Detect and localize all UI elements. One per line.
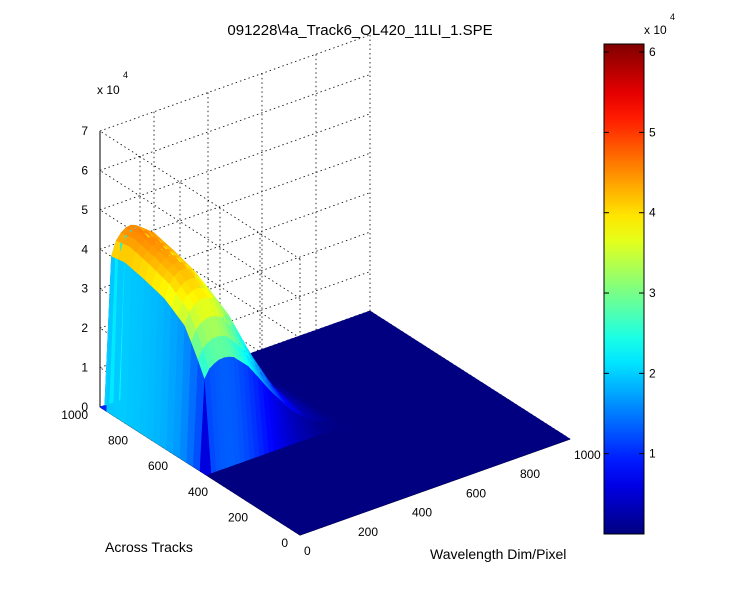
colorbar-exponent: x 10 4 <box>644 12 675 37</box>
surface-mesh <box>99 224 571 536</box>
chart-title: 091228\4a_Track6_OL420_11LI_1.SPE <box>227 22 492 39</box>
colorbar-tick-label: 4 <box>649 206 656 220</box>
z-exponent: x 10 4 <box>97 70 128 97</box>
y-tick-label: 0 <box>281 536 288 550</box>
z-tick-label: 5 <box>81 203 88 217</box>
colorbar-tick-label: 2 <box>649 366 656 380</box>
x-tick-label: 1000 <box>574 448 601 462</box>
y-tick-label: 400 <box>188 485 208 499</box>
x-tick-label: 400 <box>412 506 432 520</box>
z-tick-label: 0 <box>81 400 88 414</box>
colorbar-tick-label: 5 <box>649 125 656 139</box>
z-tick-label: 1 <box>81 361 88 375</box>
grid-line <box>99 152 371 250</box>
grid-line <box>99 74 371 171</box>
colorbar-exponent-power: 4 <box>670 12 675 22</box>
colorbar-tick-label: 6 <box>649 45 656 59</box>
y-axis-label: Across Tracks <box>105 539 193 555</box>
z-exponent-power: 4 <box>123 70 128 80</box>
colorbar-tick-label: 3 <box>649 286 656 300</box>
y-tick-label: 200 <box>228 510 248 524</box>
x-tick-label: 200 <box>358 525 378 539</box>
grid-line <box>99 231 371 329</box>
grid-line <box>99 113 371 211</box>
x-tick-label: 600 <box>466 486 486 500</box>
x-tick-label: 0 <box>304 544 311 558</box>
surface-patch <box>557 434 571 442</box>
axis-ticks: 0200400600800100002004006008001000012345… <box>61 124 601 558</box>
x-tick-label: 800 <box>520 467 540 481</box>
y-tick-label: 600 <box>148 459 168 473</box>
colorbar-exponent-base: x 10 <box>644 23 667 37</box>
z-tick-label: 6 <box>81 163 88 177</box>
grid-line <box>99 271 371 368</box>
colorbar: 1 2 3 4 5 6 <box>603 43 656 535</box>
y-tick-label: 1000 <box>61 408 88 422</box>
grid-line <box>99 34 371 132</box>
z-tick-label: 2 <box>81 321 88 335</box>
z-exponent-base: x 10 <box>97 83 120 97</box>
colorbar-tick-label: 1 <box>649 447 656 461</box>
z-tick-label: 4 <box>81 242 88 256</box>
x-axis-label: Wavelength Dim/Pixel <box>430 546 566 562</box>
y-tick-label: 800 <box>108 434 128 448</box>
z-tick-label: 7 <box>81 124 88 138</box>
colorbar-gradient <box>603 43 645 535</box>
z-tick-label: 3 <box>81 282 88 296</box>
grid-line <box>99 192 371 290</box>
